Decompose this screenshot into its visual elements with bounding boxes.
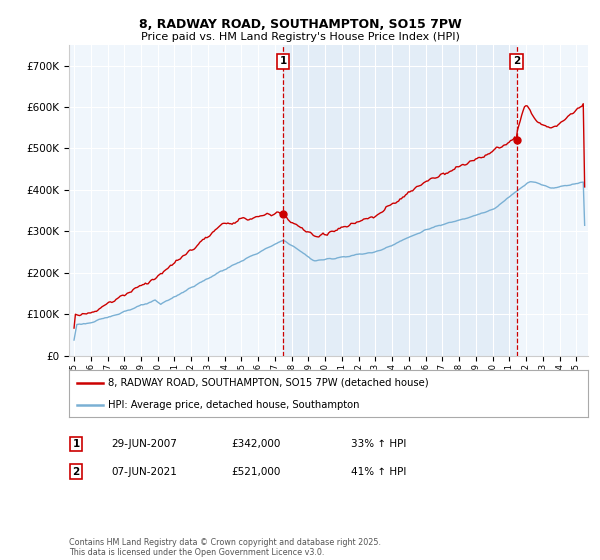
Text: 41% ↑ HPI: 41% ↑ HPI [351,466,406,477]
Text: HPI: Average price, detached house, Southampton: HPI: Average price, detached house, Sout… [108,400,359,410]
Bar [283,45,517,356]
Text: £342,000: £342,000 [231,439,280,449]
Text: 33% ↑ HPI: 33% ↑ HPI [351,439,406,449]
Text: 1: 1 [73,439,80,449]
Text: 2: 2 [73,466,80,477]
Text: 07-JUN-2021: 07-JUN-2021 [111,466,177,477]
Text: 29-JUN-2007: 29-JUN-2007 [111,439,177,449]
Text: 8, RADWAY ROAD, SOUTHAMPTON, SO15 7PW (detached house): 8, RADWAY ROAD, SOUTHAMPTON, SO15 7PW (d… [108,378,428,388]
Text: £521,000: £521,000 [231,466,280,477]
Text: 1: 1 [280,57,287,67]
Text: 8, RADWAY ROAD, SOUTHAMPTON, SO15 7PW: 8, RADWAY ROAD, SOUTHAMPTON, SO15 7PW [139,18,461,31]
Text: Price paid vs. HM Land Registry's House Price Index (HPI): Price paid vs. HM Land Registry's House … [140,32,460,43]
Text: Contains HM Land Registry data © Crown copyright and database right 2025.
This d: Contains HM Land Registry data © Crown c… [69,538,381,557]
Text: 2: 2 [513,57,520,67]
